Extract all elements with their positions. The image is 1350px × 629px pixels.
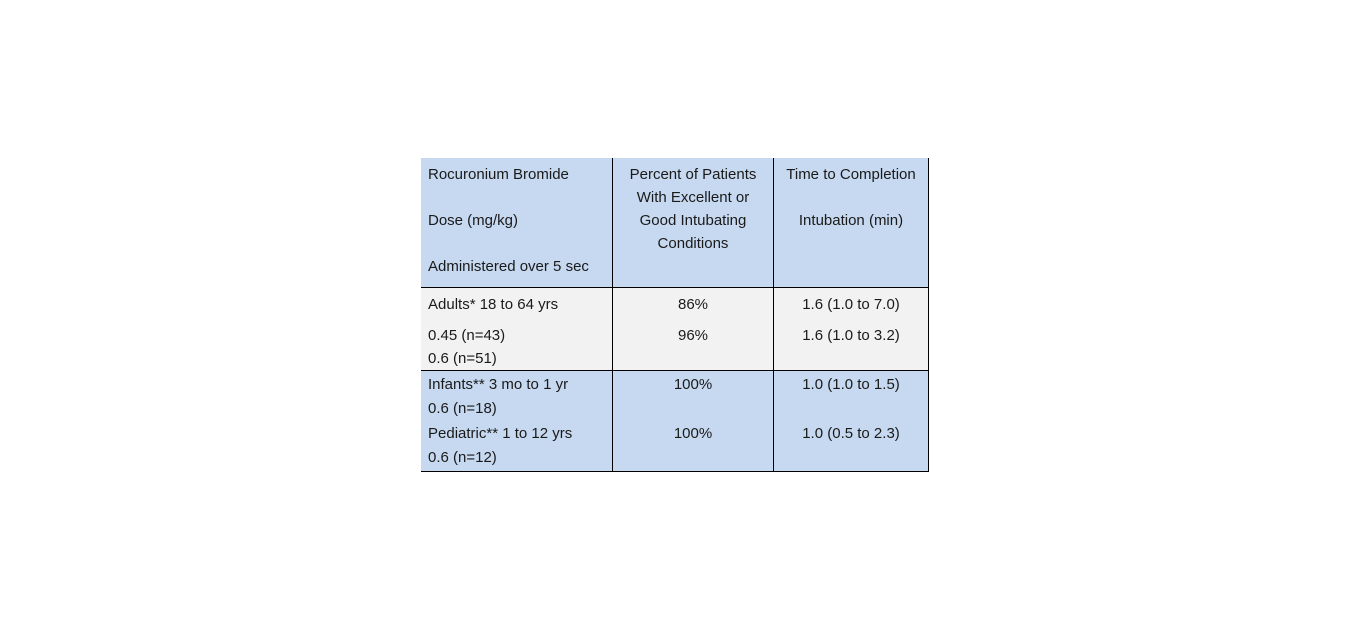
header-percent-line1: Percent of Patients bbox=[629, 166, 757, 183]
adults-percent-cell: 86% 96% bbox=[611, 286, 774, 371]
infants-time: 1.0 (1.0 to 1.5) bbox=[802, 375, 900, 393]
header-time-line2: Intubation (min) bbox=[798, 212, 904, 229]
pediatric-time: 1.0 (0.5 to 2.3) bbox=[802, 424, 900, 442]
adults-group-cell: Adults* 18 to 64 yrs 0.45 (n=43) 0.6 (n=… bbox=[421, 286, 613, 371]
adults-row: Adults* 18 to 64 yrs 0.45 (n=43) 0.6 (n=… bbox=[421, 286, 929, 371]
header-percent-cell: Percent of Patients With Excellent or Go… bbox=[611, 158, 774, 288]
header-percent-line4: Conditions bbox=[657, 235, 729, 252]
pediatric-percent: 100% bbox=[673, 424, 713, 442]
header-dose-cell: Rocuronium Bromide Dose (mg/kg) Administ… bbox=[421, 158, 613, 288]
pediatric-time-cell: 1.0 (1.0 to 1.5) 1.0 (0.5 to 2.3) bbox=[772, 369, 929, 472]
adults-time2: 1.6 (1.0 to 3.2) bbox=[802, 326, 900, 344]
pediatric-percent-cell: 100% 100% bbox=[611, 369, 774, 472]
adults-time1: 1.6 (1.0 to 7.0) bbox=[802, 295, 900, 313]
adults-dose1: 0.45 (n=43) bbox=[428, 326, 506, 344]
table-header-row: Rocuronium Bromide Dose (mg/kg) Administ… bbox=[421, 158, 929, 288]
infants-group-label: Infants** 3 mo to 1 yr bbox=[428, 375, 569, 393]
rocuronium-dose-table: Rocuronium Bromide Dose (mg/kg) Administ… bbox=[421, 158, 929, 472]
header-time-line1: Time to Completion bbox=[786, 166, 916, 183]
pediatric-dose: 0.6 (n=12) bbox=[428, 449, 497, 466]
header-dose-line2: Dose (mg/kg) bbox=[428, 212, 519, 229]
adults-percent2: 96% bbox=[677, 326, 709, 344]
adults-percent1: 86% bbox=[677, 295, 709, 313]
pediatric-group-label: Pediatric** 1 to 12 yrs bbox=[428, 424, 573, 442]
header-time-cell: Time to Completion Intubation (min) bbox=[772, 158, 929, 288]
header-dose-line3: Administered over 5 sec bbox=[428, 258, 589, 275]
rocuronium-dose-table-wrap: Rocuronium Bromide Dose (mg/kg) Administ… bbox=[421, 158, 929, 472]
header-percent-line3: Good Intubating bbox=[639, 212, 747, 229]
adults-dose2: 0.6 (n=51) bbox=[428, 349, 497, 367]
header-dose-line1: Rocuronium Bromide bbox=[428, 166, 569, 183]
infants-dose: 0.6 (n=18) bbox=[428, 400, 497, 417]
infants-percent: 100% bbox=[673, 375, 713, 393]
adults-time-cell: 1.6 (1.0 to 7.0) 1.6 (1.0 to 3.2) bbox=[772, 286, 929, 371]
pediatric-row: Infants** 3 mo to 1 yr 0.6 (n=18) Pediat… bbox=[421, 369, 929, 472]
header-percent-line2: With Excellent or bbox=[636, 189, 750, 206]
adults-group-label: Adults* 18 to 64 yrs bbox=[428, 295, 559, 313]
pediatric-group-cell: Infants** 3 mo to 1 yr 0.6 (n=18) Pediat… bbox=[421, 369, 613, 472]
